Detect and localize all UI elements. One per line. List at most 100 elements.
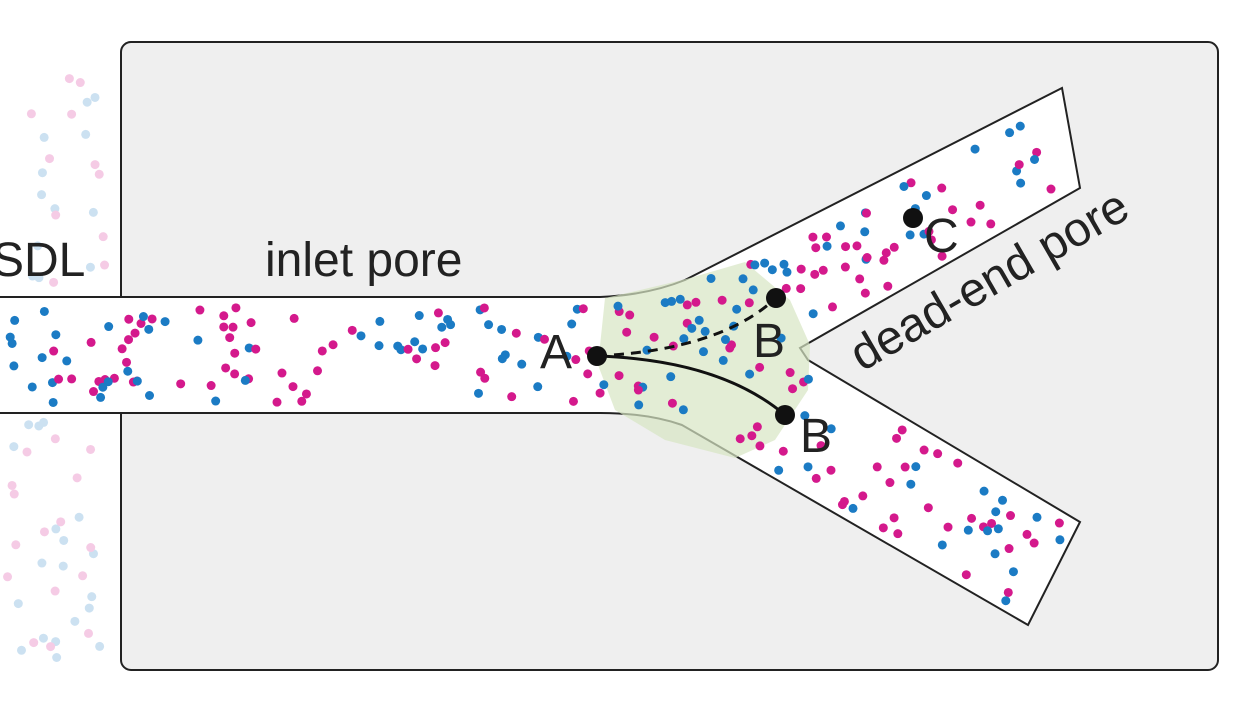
particle [51,637,61,647]
particle [103,377,113,387]
particle [84,603,94,613]
particle [301,389,311,399]
particle [567,319,577,329]
particle [961,570,971,580]
particle [872,462,882,472]
particle [479,303,489,313]
particle [687,323,697,333]
particle [800,411,810,421]
particle [85,262,95,272]
particle [26,109,36,119]
particle [9,489,19,499]
particle [755,441,765,451]
particle [841,242,851,252]
particle [33,241,43,251]
particle [10,315,20,325]
particle [906,178,916,188]
particle [145,391,155,401]
particle [433,308,443,318]
particle [86,444,96,454]
particle [49,277,59,287]
sdl-particles [3,74,110,663]
particle [70,616,80,626]
particle [7,480,17,490]
particle [767,265,777,275]
particle [122,357,132,367]
particle [583,369,593,379]
particle [614,371,624,381]
particle [889,513,899,523]
particle [414,311,424,321]
particle [132,376,142,386]
particle [752,422,762,432]
particle [698,347,708,357]
particle [883,281,893,291]
particle [1032,147,1042,157]
particle [88,549,98,559]
particle [1055,535,1065,545]
particle [95,641,105,651]
particle [374,341,384,351]
particle [396,345,406,355]
particle [963,525,973,535]
particle [826,424,836,434]
particle [100,260,110,270]
particle [9,442,19,452]
particle [839,496,849,506]
particle [75,78,85,88]
particle [51,524,61,534]
particle [933,449,943,459]
particle [24,420,34,430]
particle [778,446,788,456]
particle [446,320,456,330]
point-c [903,208,923,228]
particle [750,260,760,270]
particle [811,243,821,253]
particle [497,354,507,364]
particle [313,366,323,376]
particle [937,540,947,550]
particle [37,353,47,363]
particle [921,191,931,201]
particle [56,517,66,527]
particle [679,334,689,344]
particle [317,346,327,356]
particle [937,251,947,261]
particle [911,462,921,472]
particle [39,417,49,427]
path-a-b-upper [596,296,778,358]
particle [1030,155,1040,165]
particle [718,355,728,365]
particle [244,343,254,353]
particle [634,400,644,410]
particle [796,264,806,274]
particle [45,154,55,164]
particle [893,529,903,539]
particle [776,333,786,343]
particle [138,312,148,322]
particle [507,392,517,402]
particle [221,363,231,373]
particle [51,210,61,220]
particle [28,271,38,281]
particle [986,219,996,229]
particle [277,368,287,378]
particle [9,361,19,371]
particle [473,388,483,398]
particle [96,392,106,402]
point-b-upper [766,288,786,308]
particle [953,458,963,468]
particle [130,328,140,338]
particle [431,343,441,353]
particle [678,405,688,415]
particle [88,207,98,217]
particle [796,284,806,294]
particle [889,242,899,252]
particle [67,374,77,384]
particle [779,259,789,269]
particle [885,478,895,488]
particle [272,397,282,407]
particle [667,398,677,408]
particle [246,318,256,328]
